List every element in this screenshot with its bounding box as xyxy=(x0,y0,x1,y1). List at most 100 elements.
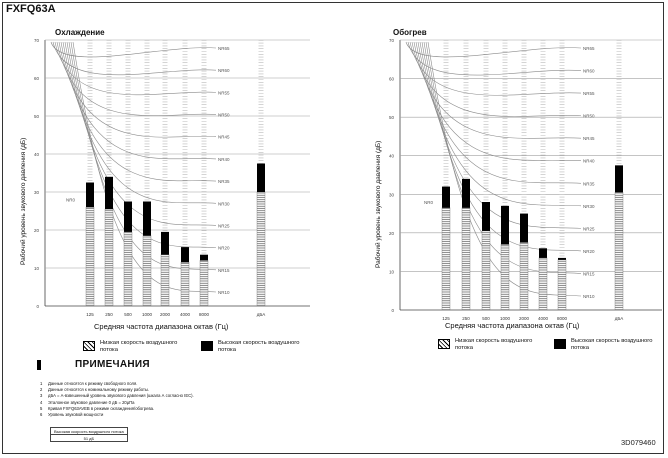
nr-curve xyxy=(407,41,582,76)
y-tick-label: 70 xyxy=(34,38,40,43)
nr-curve xyxy=(68,41,217,248)
x-tick-label: 4000 xyxy=(538,316,549,321)
bar-low xyxy=(519,242,529,311)
x-tick-label: 2000 xyxy=(160,312,171,317)
nr-curve xyxy=(425,41,582,274)
note-item: 5 Кривая FXFQ63AVEB в режиме охлаждения/о… xyxy=(40,405,155,411)
nr-label: NR65 xyxy=(583,46,595,51)
document-frame xyxy=(2,2,664,454)
bar-low xyxy=(538,257,548,311)
bar-high xyxy=(501,205,509,245)
bar-low xyxy=(461,207,471,311)
y-tick-label: 40 xyxy=(34,152,40,157)
x-tick-label: 1000 xyxy=(142,312,153,317)
bar-high xyxy=(124,201,132,232)
y-tick-label: 60 xyxy=(34,76,40,81)
nr-label: NR30 xyxy=(583,204,595,209)
y-tick-label: 0 xyxy=(391,308,394,313)
nr-label: NR40 xyxy=(218,157,230,162)
y-tick-label: 60 xyxy=(389,77,395,82)
nr-curve xyxy=(415,41,582,162)
legend-label-low-right: Низкая скорость воздушного потока xyxy=(455,338,533,351)
nr-label: NR55 xyxy=(218,90,230,95)
bar-high xyxy=(143,201,151,236)
sound-power-value: 51 дБ xyxy=(50,434,128,442)
nr-curve xyxy=(72,41,217,293)
y-tick-label: 30 xyxy=(34,190,40,195)
y-tick-label: 50 xyxy=(34,114,40,119)
nr-label: NR35 xyxy=(583,181,595,186)
x-tick-label: 125 xyxy=(442,316,450,321)
note-item: 6 Уровень звуковой мощности xyxy=(40,412,104,418)
bar-low xyxy=(500,244,510,311)
bar-high xyxy=(86,182,94,208)
nr-label: NR0 xyxy=(424,200,433,205)
note-item: 3 дБА = А-взвешенный уровень звукового да… xyxy=(40,393,194,399)
y-tick-label: 20 xyxy=(34,228,40,233)
chart-title-cooling: Охлаждение xyxy=(55,28,105,37)
note-item: 1 Данные относятся к режиму свободного по… xyxy=(40,381,138,386)
sound-power-header: Высокая скорость воздушного потока xyxy=(50,427,128,435)
nr-label: NR60 xyxy=(583,69,595,74)
nr-label: NR40 xyxy=(583,159,595,164)
bar-low xyxy=(481,230,491,311)
nr-label: NR15 xyxy=(583,271,595,276)
bar-high xyxy=(105,176,113,210)
nr-label: NR0 xyxy=(66,198,75,203)
nr-label: NR35 xyxy=(218,179,230,184)
notes-title: ПРИМЕЧАНИЯ xyxy=(75,359,150,370)
nr-curve xyxy=(421,41,582,229)
bar-high xyxy=(442,186,450,208)
x-tick-label: дБА xyxy=(257,312,265,317)
bar-high xyxy=(181,247,189,263)
nr-curve xyxy=(60,41,217,160)
x-tick-label: 125 xyxy=(86,312,94,317)
legend-label-high-left: Высокая скорость воздушного потока xyxy=(218,340,300,353)
nr-label: NR20 xyxy=(583,249,595,254)
y-tick-label: 50 xyxy=(389,115,395,120)
nr-label: NR25 xyxy=(218,223,230,228)
nr-curve xyxy=(54,41,217,96)
x-tick-label: 500 xyxy=(124,312,132,317)
y-tick-label: 30 xyxy=(389,192,395,197)
bar-low xyxy=(441,207,451,311)
nr-curve xyxy=(419,41,582,207)
nr-curve xyxy=(66,41,217,226)
nr-curve xyxy=(70,41,217,271)
nr-label: NR60 xyxy=(218,68,230,73)
nr-label: NR15 xyxy=(218,268,230,273)
nr-curve xyxy=(64,41,217,204)
nr-label: NR30 xyxy=(218,201,230,206)
nr-curve xyxy=(50,41,217,58)
x-tick-label: 8000 xyxy=(557,316,568,321)
x-axis-label-heating: Средняя частота диапазона октав (Гц) xyxy=(445,321,580,330)
y-tick-label: 20 xyxy=(389,231,395,236)
y-tick-label: 70 xyxy=(389,38,395,43)
nr-curve xyxy=(62,41,217,182)
x-tick-label: дБА xyxy=(615,316,623,321)
bar-high xyxy=(482,202,490,231)
nr-label: NR20 xyxy=(218,246,230,251)
bar-high xyxy=(200,254,208,261)
x-tick-label: 500 xyxy=(482,316,490,321)
bar-low xyxy=(614,192,624,311)
bar-high xyxy=(462,178,470,208)
bar-high xyxy=(558,257,566,260)
nr-label: NR45 xyxy=(583,136,595,141)
nr-label: NR25 xyxy=(583,226,595,231)
y-tick-label: 10 xyxy=(34,266,40,271)
nr-label: NR45 xyxy=(218,135,230,140)
notes-list: 1 Данные относятся к режиму свободного по… xyxy=(40,381,194,418)
legend-swatch-low-left xyxy=(83,341,95,351)
note-item: 2 Данные относятся к номинальному режиму … xyxy=(40,387,150,393)
legend-swatch-low-right xyxy=(438,339,450,349)
legend-swatch-high-left xyxy=(201,341,213,351)
nr-curve xyxy=(52,41,217,76)
x-axis-label-cooling: Средняя частота диапазона октав (Гц) xyxy=(94,322,229,331)
nr-label: NR50 xyxy=(583,114,595,119)
bar-high xyxy=(615,165,623,193)
model-title: FXFQ63A xyxy=(6,3,56,15)
x-tick-label: 250 xyxy=(462,316,470,321)
